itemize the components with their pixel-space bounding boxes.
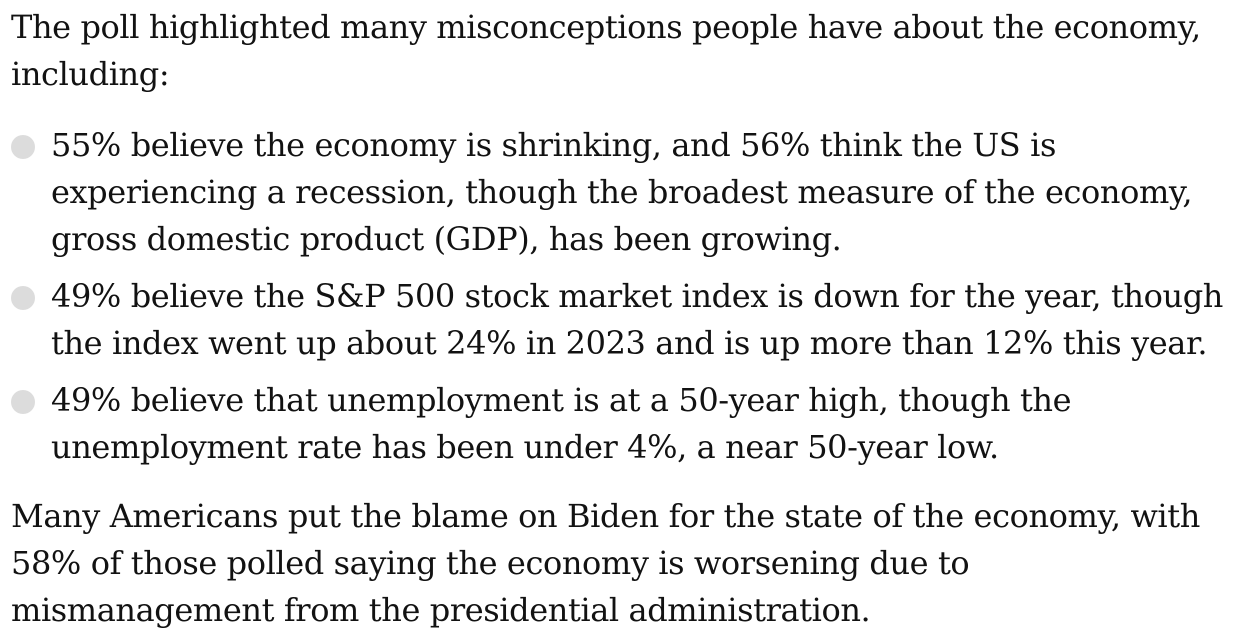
- bullet-icon: [11, 390, 35, 414]
- list-item-gdp: 55% believe the economy is shrinking, an…: [11, 122, 1231, 263]
- misconceptions-list: 55% believe the economy is shrinking, an…: [11, 122, 1240, 471]
- bullet-icon: [11, 286, 35, 310]
- list-item-unemployment: 49% believe that unemployment is at a 50…: [11, 377, 1231, 471]
- closing-paragraph: Many Americans put the blame on Biden fo…: [11, 497, 1200, 629]
- list-item-text: 49% believe the S&P 500 stock market ind…: [51, 277, 1224, 362]
- intro-paragraph: The poll highlighted many misconceptions…: [11, 8, 1201, 93]
- list-item-text: 49% believe that unemployment is at a 50…: [51, 381, 1072, 466]
- bullet-icon: [11, 135, 35, 159]
- list-item-text: 55% believe the economy is shrinking, an…: [51, 126, 1193, 258]
- list-item-stock-market: 49% believe the S&P 500 stock market ind…: [11, 273, 1231, 367]
